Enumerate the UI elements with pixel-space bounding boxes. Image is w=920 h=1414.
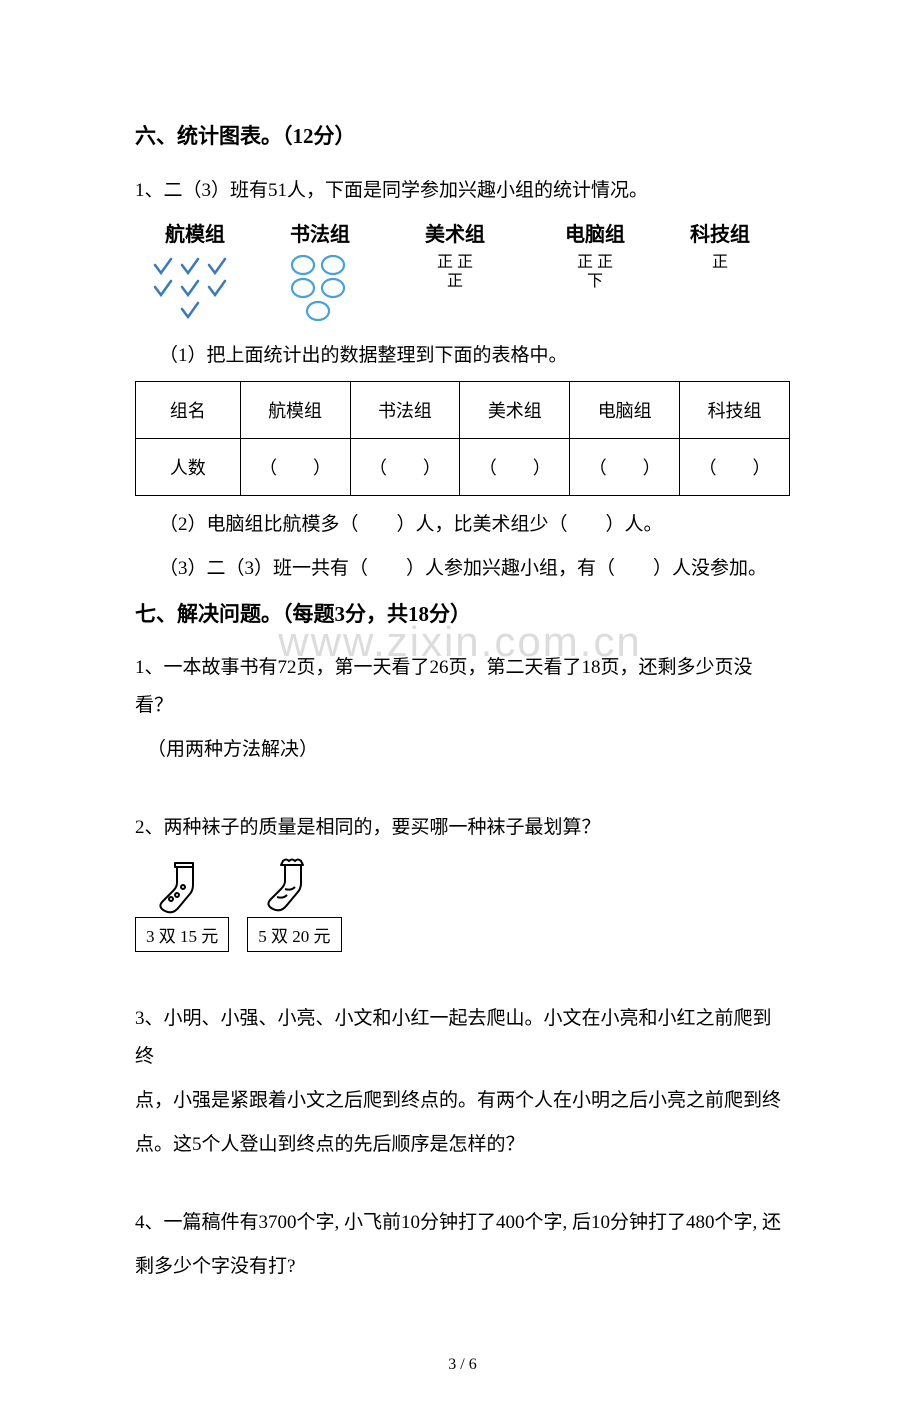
table-cell: （ ） [350, 438, 460, 495]
table-cell: （ ） [680, 438, 790, 495]
sock-row: 3 双 15 元 5 双 20 元 [135, 855, 790, 952]
data-table: 组名 航模组 书法组 美术组 电脑组 科技组 人数 （ ） （ ） （ ） （ … [135, 381, 790, 496]
tally-head-keji: 科技组 [690, 218, 750, 247]
q3-line3: 点。这5个人登山到终点的先后顺序是怎样的？ [135, 1126, 790, 1164]
circles-icon [285, 253, 355, 323]
table-cell: 科技组 [680, 381, 790, 438]
table-cell: （ ） [240, 438, 350, 495]
table-row: 组名 航模组 书法组 美术组 电脑组 科技组 [136, 381, 790, 438]
section6-sub1: （1）把上面统计出的数据整理到下面的表格中。 [135, 337, 790, 375]
tally-row: 航模组 书法组 [135, 218, 790, 323]
section6-sub3: （3）二（3）班一共有（ ）人参加兴趣小组，有（ ）人没参加。 [135, 550, 790, 588]
tally-head-hangmo: 航模组 [165, 218, 225, 247]
sock-b: 5 双 20 元 [247, 855, 341, 952]
q1-line1: 1、一本故事书有72页，第一天看了26页，第二天看了18页，还剩多少页没看？ [135, 649, 790, 725]
q4-line1: 4、一篇稿件有3700个字, 小飞前10分钟打了400个字, 后10分钟打了48… [135, 1204, 790, 1242]
tally-head-meishu: 美术组 [425, 218, 485, 247]
table-cell: 人数 [136, 438, 241, 495]
section6-intro: 1、二（3）班有51人，下面是同学参加兴趣小组的统计情况。 [135, 172, 790, 210]
q3-line1: 3、小明、小强、小亮、小文和小红一起去爬山。小文在小亮和小红之前爬到终 [135, 1000, 790, 1076]
table-cell: 电脑组 [570, 381, 680, 438]
sock-a: 3 双 15 元 [135, 855, 229, 952]
sock-icon [259, 855, 329, 915]
sock-icon [147, 855, 217, 915]
table-cell: 组名 [136, 381, 241, 438]
table-cell: 航模组 [240, 381, 350, 438]
table-cell: 美术组 [460, 381, 570, 438]
q1-line2: （用两种方法解决） [135, 731, 790, 769]
q4-line2: 剩多少个字没有打? [135, 1248, 790, 1286]
table-cell: 书法组 [350, 381, 460, 438]
table-cell: （ ） [570, 438, 680, 495]
tally-head-shufa: 书法组 [290, 218, 350, 247]
sock-a-label: 3 双 15 元 [135, 917, 229, 952]
tally-head-diannao: 电脑组 [565, 218, 625, 247]
checkmarks-icon [150, 253, 240, 323]
q3-line2: 点，小强是紧跟着小文之后爬到终点的。有两个人在小明之后小亮之前爬到终 [135, 1082, 790, 1120]
section6-heading: 六、统计图表。（12分） [135, 120, 790, 154]
table-row: 人数 （ ） （ ） （ ） （ ） （ ） [136, 438, 790, 495]
table-cell: （ ） [460, 438, 570, 495]
sock-b-label: 5 双 20 元 [247, 917, 341, 952]
q2: 2、两种袜子的质量是相同的，要买哪一种袜子最划算？ [135, 809, 790, 847]
tally-marks-meishu: 正 正 正 [437, 253, 473, 291]
section7-heading: 七、解决问题。（每题3分，共18分） [135, 598, 790, 632]
tally-marks-keji: 正 [712, 253, 728, 272]
tally-marks-diannao: 正 正 下 [577, 253, 613, 291]
section6-sub2: （2）电脑组比航模多（ ）人，比美术组少（ ）人。 [135, 506, 790, 544]
page-footer: 3 / 6 [135, 1356, 790, 1374]
